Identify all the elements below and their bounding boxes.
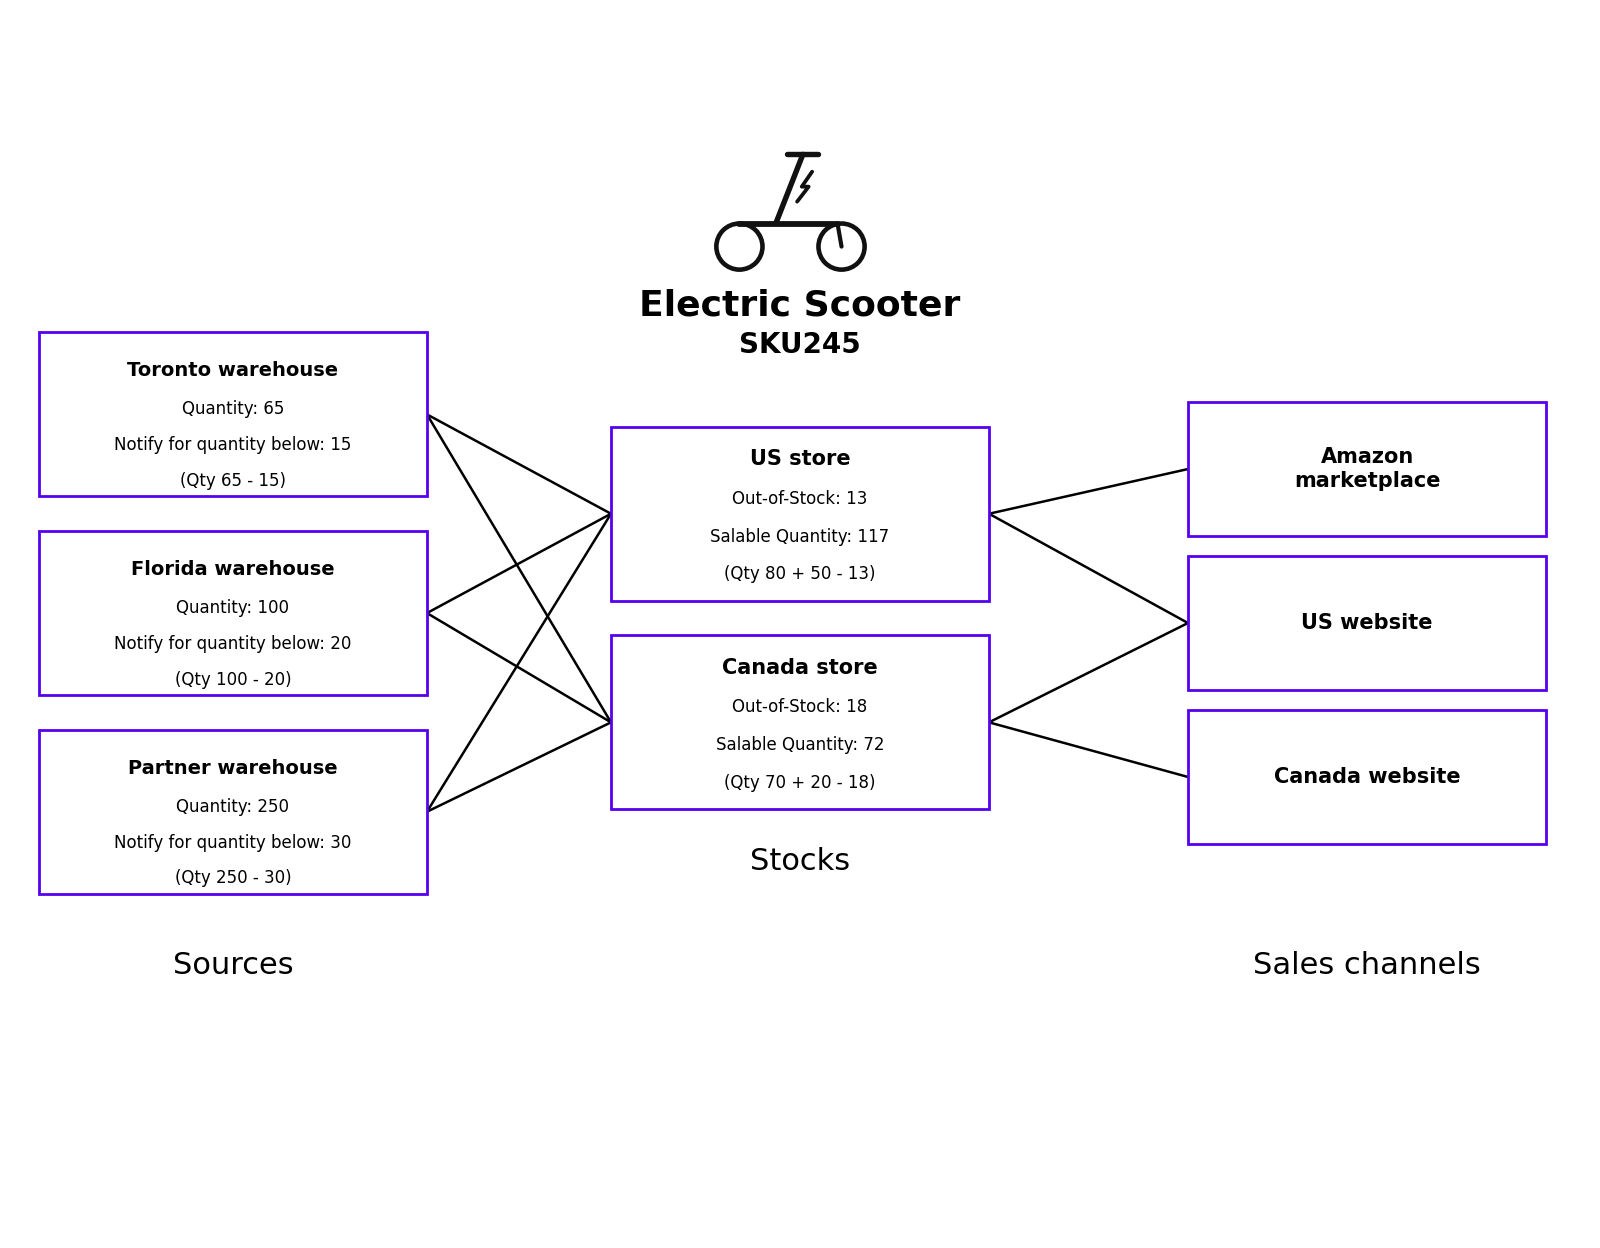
Text: (Qty 65 - 15): (Qty 65 - 15) bbox=[179, 472, 286, 490]
Text: US website: US website bbox=[1301, 613, 1432, 633]
FancyBboxPatch shape bbox=[611, 427, 989, 600]
Text: Quantity: 250: Quantity: 250 bbox=[176, 797, 290, 816]
Text: (Qty 70 + 20 - 18): (Qty 70 + 20 - 18) bbox=[725, 774, 875, 792]
Text: SKU245: SKU245 bbox=[739, 331, 861, 359]
FancyBboxPatch shape bbox=[1187, 555, 1546, 690]
Text: (Qty 250 - 30): (Qty 250 - 30) bbox=[174, 870, 291, 887]
FancyBboxPatch shape bbox=[38, 532, 427, 695]
Text: Florida warehouse: Florida warehouse bbox=[131, 560, 334, 579]
Text: Sources: Sources bbox=[173, 951, 293, 980]
Text: Amazon
marketplace: Amazon marketplace bbox=[1294, 448, 1440, 490]
Text: Sales channels: Sales channels bbox=[1253, 951, 1482, 980]
Text: Electric Scooter: Electric Scooter bbox=[640, 288, 960, 322]
FancyBboxPatch shape bbox=[38, 730, 427, 894]
FancyBboxPatch shape bbox=[1187, 402, 1546, 537]
Text: Canada website: Canada website bbox=[1274, 768, 1461, 787]
Text: (Qty 100 - 20): (Qty 100 - 20) bbox=[174, 670, 291, 689]
Text: Stocks: Stocks bbox=[750, 847, 850, 876]
FancyBboxPatch shape bbox=[1187, 710, 1546, 844]
Text: Notify for quantity below: 15: Notify for quantity below: 15 bbox=[114, 437, 352, 454]
Text: Partner warehouse: Partner warehouse bbox=[128, 759, 338, 778]
Text: Canada store: Canada store bbox=[722, 658, 878, 678]
Text: (Qty 80 + 50 - 13): (Qty 80 + 50 - 13) bbox=[725, 565, 875, 583]
Text: Out-of-Stock: 13: Out-of-Stock: 13 bbox=[733, 490, 867, 508]
FancyBboxPatch shape bbox=[611, 635, 989, 809]
Text: Toronto warehouse: Toronto warehouse bbox=[128, 361, 339, 381]
Text: US store: US store bbox=[750, 449, 850, 469]
Text: Quantity: 65: Quantity: 65 bbox=[182, 401, 285, 418]
Text: Notify for quantity below: 20: Notify for quantity below: 20 bbox=[114, 635, 352, 653]
FancyBboxPatch shape bbox=[38, 332, 427, 497]
Text: Salable Quantity: 72: Salable Quantity: 72 bbox=[715, 736, 885, 754]
Text: Salable Quantity: 117: Salable Quantity: 117 bbox=[710, 528, 890, 545]
Text: Out-of-Stock: 18: Out-of-Stock: 18 bbox=[733, 699, 867, 716]
Text: Quantity: 100: Quantity: 100 bbox=[176, 599, 290, 617]
Text: Notify for quantity below: 30: Notify for quantity below: 30 bbox=[114, 834, 352, 851]
